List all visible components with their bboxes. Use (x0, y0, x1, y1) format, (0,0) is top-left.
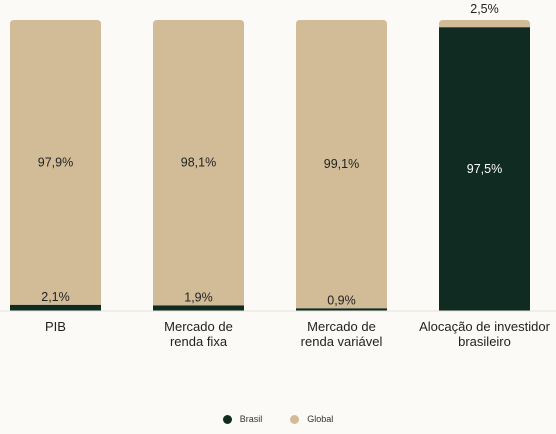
category-label-pib: PIB (45, 319, 66, 334)
label-brasil-pib: 2,1% (41, 290, 70, 304)
bar-brasil-pib (10, 304, 101, 311)
category-label-mercado-de-renda-fixa: Mercado de renda fixa (164, 319, 233, 349)
bar-brasil-mercado-de-renda-variavel (296, 308, 387, 311)
label-global-mercado-de-renda-fixa: 98,1% (181, 156, 216, 170)
legend-item-global: Global (290, 414, 333, 424)
legend: Brasil Global (0, 414, 556, 424)
legend-label-brasil: Brasil (239, 414, 263, 424)
label-global-mercado-de-renda-variavel: 99,1% (324, 157, 359, 171)
legend-item-brasil: Brasil (222, 414, 263, 424)
bar-global-alocacao-de-investidor-brasileiro (439, 20, 530, 28)
bar-brasil-mercado-de-renda-fixa (153, 305, 244, 311)
legend-swatch-brasil (222, 414, 232, 424)
label-brasil-mercado-de-renda-variavel: 0,9% (327, 293, 356, 307)
label-brasil-alocacao-de-investidor-brasileiro: 97,5% (467, 162, 502, 176)
legend-swatch-global (290, 414, 300, 424)
bar-global-mercado-de-renda-fixa (153, 20, 244, 306)
category-label-alocacao-de-investidor-brasileiro: Alocação de investidor brasileiro (419, 319, 550, 349)
bar-global-mercado-de-renda-variavel (296, 20, 387, 309)
label-brasil-mercado-de-renda-fixa: 1,9% (184, 290, 213, 304)
bar-brasil-alocacao-de-investidor-brasileiro (439, 27, 530, 312)
label-global-pib: 97,9% (38, 155, 73, 169)
legend-label-global: Global (307, 414, 334, 424)
category-label-mercado-de-renda-variavel: Mercado de renda variável (301, 319, 383, 349)
bar-global-pib (10, 20, 101, 305)
label-global-alocacao-de-investidor-brasileiro: 2,5% (470, 2, 499, 16)
